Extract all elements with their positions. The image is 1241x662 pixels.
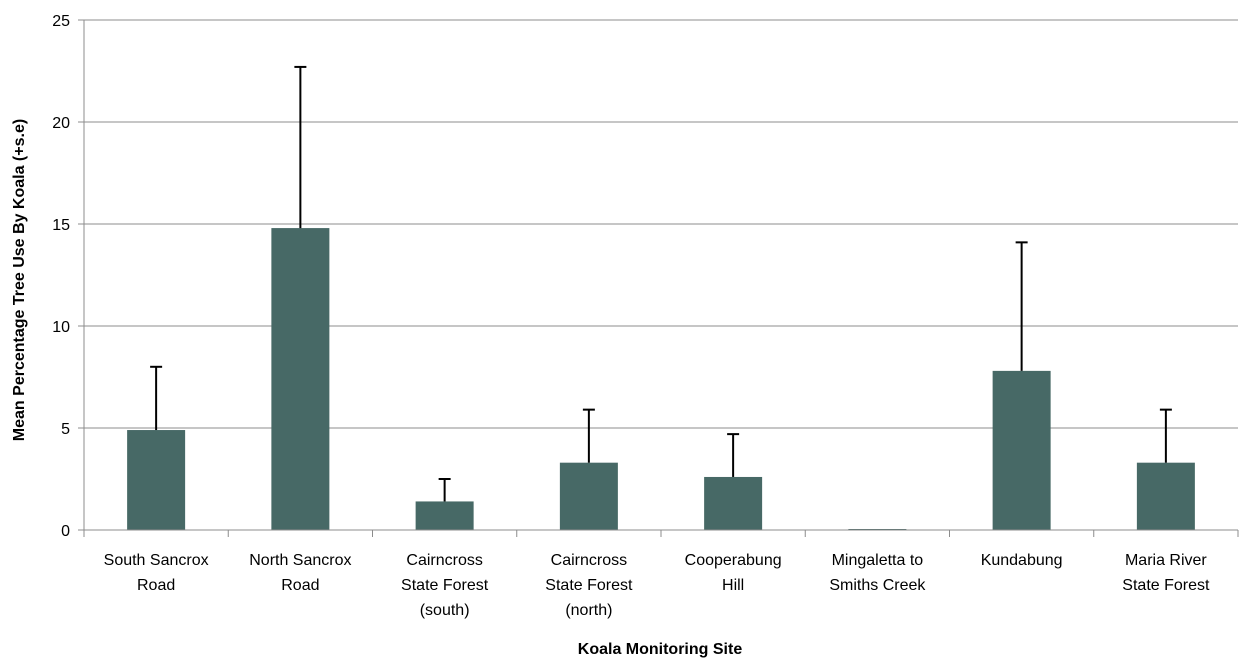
x-tick-label-line: (south) (420, 602, 470, 619)
bar (1136, 462, 1195, 530)
x-tick-label-line: South Sancrox (104, 552, 209, 569)
x-tick-label: Cairncross State Forest (north) (545, 552, 633, 619)
x-tick-label-line: Road (281, 577, 319, 594)
x-tick-label-line: Cairncross (551, 552, 627, 569)
x-tick-label-line: Cooperabung (685, 552, 782, 569)
y-tick-label: 10 (52, 319, 70, 336)
bar (127, 430, 186, 530)
x-tick-label-line: State Forest (401, 577, 489, 594)
x-tick-label: North Sancrox Road (249, 552, 351, 594)
bars (127, 228, 1195, 530)
bar (704, 476, 763, 530)
x-tick-label: Maria River State Forest (1122, 552, 1210, 594)
x-tick-label: Cooperabung Hill (685, 552, 782, 594)
y-tick-label: 5 (61, 421, 70, 438)
x-tick-label-line: Mingaletta to (832, 552, 924, 569)
bar (559, 462, 618, 530)
y-tick-label: 20 (52, 115, 70, 132)
bar (992, 370, 1051, 530)
y-tick-label: 0 (61, 523, 70, 540)
x-tick-label: Cairncross State Forest (south) (401, 552, 489, 619)
axes (83, 20, 1239, 537)
gridlines (84, 19, 1238, 429)
y-axis-title: Mean Percentage Tree Use By Koala (+s.e) (11, 119, 28, 441)
x-tick-label-line: Road (137, 577, 175, 594)
y-tick-label: 25 (52, 13, 70, 30)
x-tick-label-line: (north) (565, 602, 612, 619)
x-tick-label-line: Maria River (1125, 552, 1207, 569)
x-tick-label-line: Kundabung (981, 552, 1063, 569)
y-tick-label: 15 (52, 217, 70, 234)
x-tick-label-line: North Sancrox (249, 552, 351, 569)
bar (415, 501, 474, 530)
x-tick-label-line: Smiths Creek (829, 577, 926, 594)
x-tick-label: South Sancrox Road (104, 552, 209, 594)
error-bars (150, 65, 1172, 502)
x-tick-label: Mingaletta to Smiths Creek (829, 552, 926, 594)
x-axis-category-labels: South Sancrox Road North Sancrox Road Cairnc… (104, 552, 1210, 619)
x-axis-title: Koala Monitoring Site (578, 641, 743, 658)
x-tick-label-line: State Forest (545, 577, 633, 594)
y-axis-ticks: 0 5 10 15 20 25 (52, 13, 84, 540)
x-tick-label: Kundabung (981, 552, 1063, 569)
x-tick-label-line: Hill (722, 577, 744, 594)
x-tick-label-line: State Forest (1122, 577, 1210, 594)
x-tick-label-line: Cairncross (406, 552, 482, 569)
bar (271, 228, 330, 530)
